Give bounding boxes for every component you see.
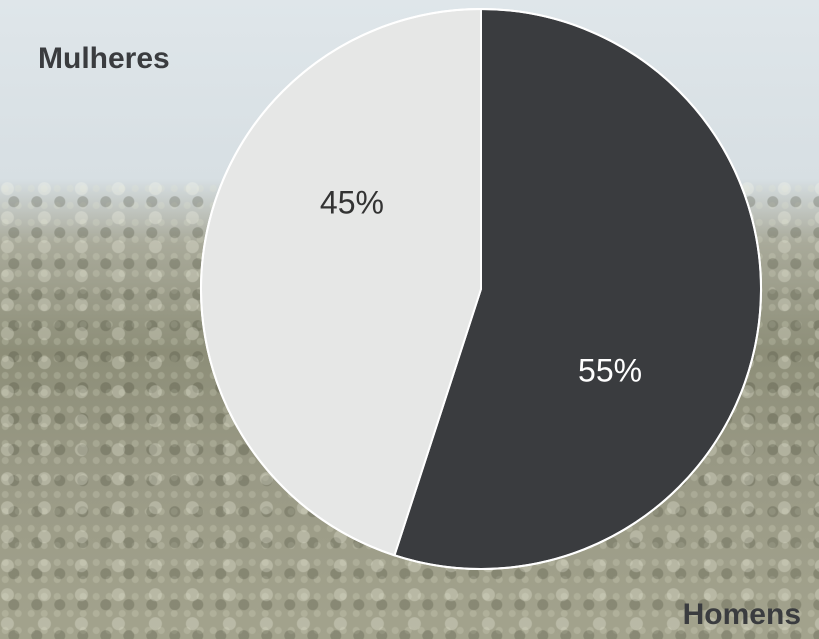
legend-label: Mulheres — [38, 42, 170, 75]
pie-outline — [200, 8, 762, 570]
slice-label: 55% — [578, 352, 642, 388]
slice-label: 45% — [320, 184, 384, 220]
legend-label: Homens — [683, 598, 801, 631]
